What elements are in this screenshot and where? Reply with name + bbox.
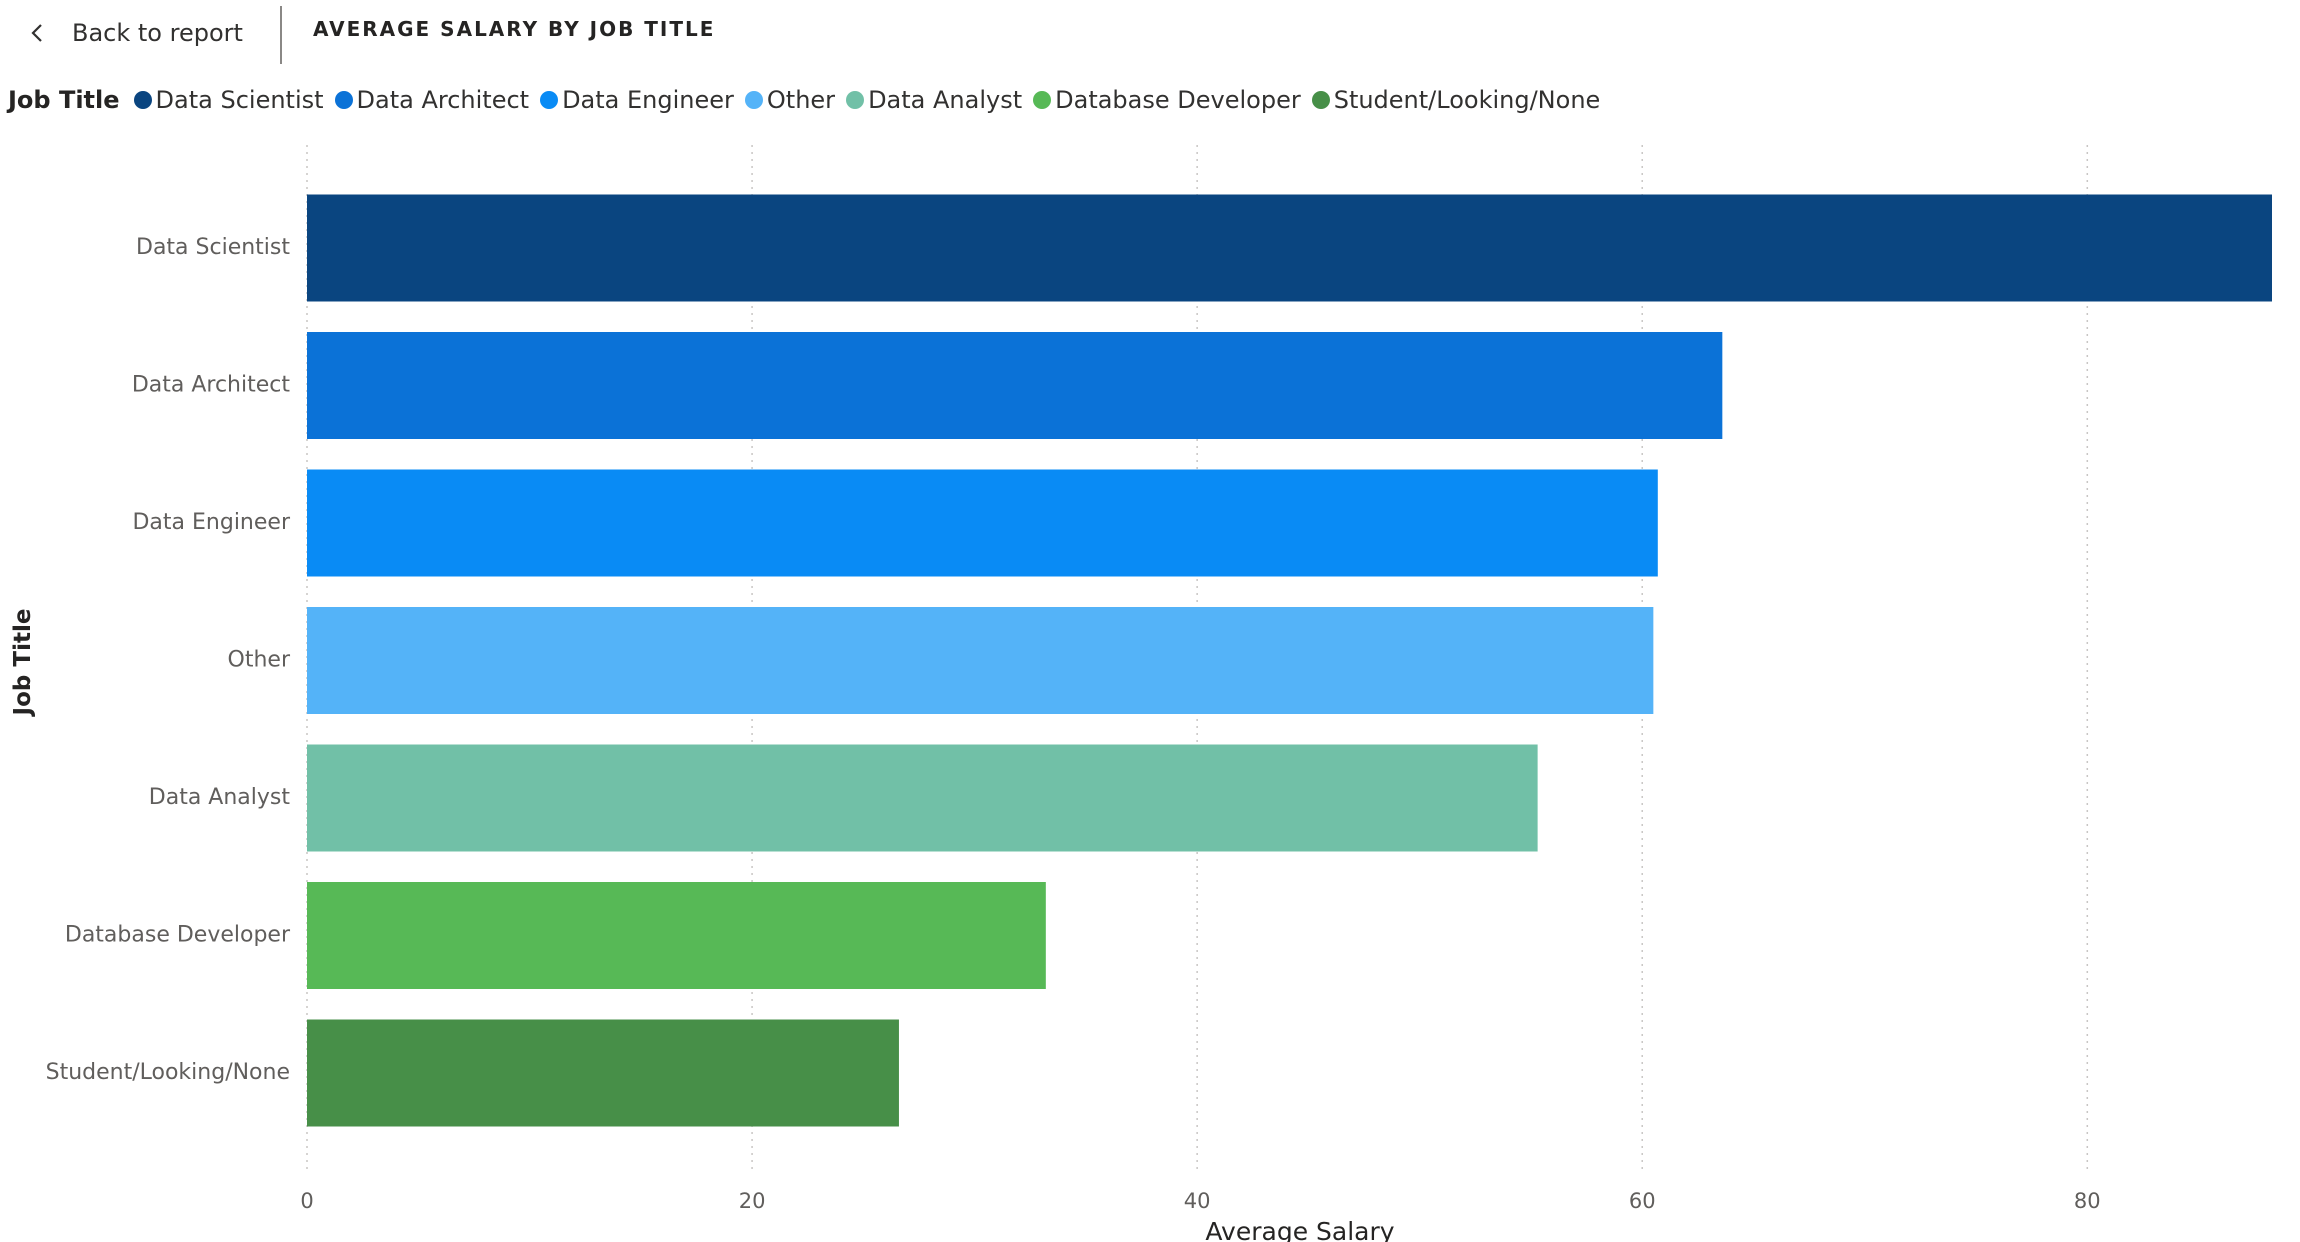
x-tick-label: 60 (1629, 1189, 1656, 1213)
visual-title: AVERAGE SALARY BY JOB TITLE (313, 17, 716, 41)
legend-dot (540, 91, 559, 109)
legend-label: Student/Looking/None (1333, 86, 1601, 114)
legend-dot (334, 91, 353, 109)
legend-label: Data Analyst (868, 86, 1023, 114)
x-tick-label: 20 (739, 1189, 766, 1213)
top-bar: Back to report AVERAGE SALARY BY JOB TIT… (0, 0, 2300, 66)
legend-item-data-engineer[interactable]: Data Engineer (540, 86, 734, 114)
y-tick-label: Data Analyst (149, 785, 291, 810)
y-tick-label: Database Developer (65, 923, 291, 948)
legend-label: Data Architect (356, 86, 530, 114)
legend-dot (744, 91, 763, 109)
chart-legend: Job Title Data Scientist Data Architect … (8, 80, 1611, 120)
legend-item-student-looking-none[interactable]: Student/Looking/None (1311, 86, 1601, 114)
y-tick-label: Other (228, 648, 291, 673)
x-axis-tick-labels: 0 20 40 60 80 (300, 1189, 2100, 1213)
bar-student-looking-none[interactable] (307, 1019, 899, 1127)
bar-other[interactable] (307, 607, 1654, 714)
legend-dot (1311, 91, 1330, 109)
legend-dot (1033, 91, 1052, 109)
legend-label: Other (766, 86, 836, 114)
y-axis-tick-labels: Data Scientist Data Architect Data Enginee… (46, 235, 291, 1085)
x-tick-label: 80 (2074, 1189, 2101, 1213)
bar-database-developer[interactable] (307, 882, 1046, 989)
bar-data-scientist[interactable] (307, 194, 2272, 302)
bars (307, 194, 2272, 1127)
legend-label: Data Engineer (562, 86, 734, 114)
back-to-report-button[interactable]: Back to report (30, 8, 243, 58)
legend-label: Database Developer (1055, 86, 1301, 114)
bar-data-architect[interactable] (307, 332, 1723, 439)
back-to-report-label: Back to report (72, 19, 243, 47)
y-tick-label: Student/Looking/None (46, 1060, 290, 1085)
x-axis-title: Average Salary (1205, 1217, 1394, 1242)
legend-label: Data Scientist (155, 86, 324, 114)
legend-item-data-analyst[interactable]: Data Analyst (846, 86, 1022, 114)
legend-dot (846, 91, 865, 109)
y-tick-label: Data Scientist (136, 235, 290, 260)
bar-data-analyst[interactable] (307, 744, 1538, 852)
legend-item-database-developer[interactable]: Database Developer (1033, 86, 1301, 114)
y-tick-label: Data Architect (132, 373, 291, 398)
y-tick-label: Data Engineer (132, 510, 290, 535)
bar-data-engineer[interactable] (307, 469, 1658, 577)
x-tick-label: 0 (300, 1189, 313, 1213)
x-tick-label: 40 (1184, 1189, 1211, 1213)
legend-item-data-architect[interactable]: Data Architect (334, 86, 530, 114)
toolbar-divider (280, 6, 282, 64)
y-axis-title: Job Title (10, 609, 36, 718)
legend-title: Job Title (8, 86, 120, 114)
legend-item-other[interactable]: Other (744, 86, 836, 114)
legend-item-data-scientist[interactable]: Data Scientist (133, 86, 324, 114)
chevron-left-icon (30, 21, 44, 45)
legend-dot (133, 91, 152, 109)
